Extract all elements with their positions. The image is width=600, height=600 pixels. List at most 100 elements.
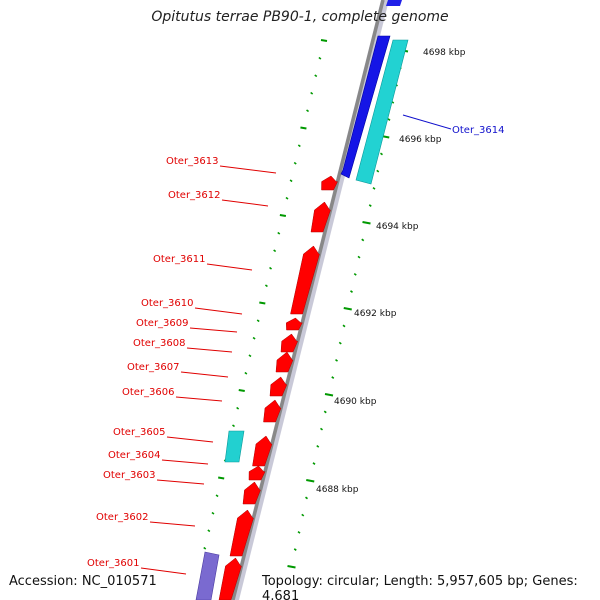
outer-tick (314, 74, 318, 78)
inner-tick (350, 290, 353, 293)
outer-tick (300, 126, 307, 130)
gene-arrow (242, 481, 261, 505)
kbp-label: 4688 kbp (316, 485, 359, 495)
gene-label[interactable]: Oter_3604 (108, 450, 161, 461)
gene-arrow (218, 557, 242, 600)
outer-tick (256, 319, 260, 323)
gene-arrow (290, 245, 320, 315)
gene-labels: Oter_3613 Oter_3612 Oter_3611 Oter_3610 Oter… (87, 156, 221, 569)
gene-label[interactable]: Oter_3612 (168, 190, 221, 201)
outer-tick (252, 336, 256, 340)
outer-tick (289, 179, 293, 183)
inner-tick (301, 513, 305, 517)
inner-tick (323, 410, 327, 414)
gene-arrow (275, 351, 294, 373)
inner-tick (343, 307, 352, 311)
gene-label[interactable]: Oter_3605 (113, 427, 166, 438)
outer-tick (211, 511, 215, 515)
kbp-label: 4694 kbp (376, 222, 419, 232)
topology-text: Topology: circular; Length: 5,957,605 bp… (262, 574, 578, 600)
inner-tick (331, 376, 335, 379)
gene-arrow (229, 509, 254, 557)
inner-tick (297, 530, 301, 534)
outer-tick (318, 56, 322, 60)
outer-tick (273, 249, 277, 253)
gene-arrow (321, 175, 339, 191)
map-title: Opitutus terrae PB90-1, complete genome (151, 9, 449, 25)
gene-label[interactable]: Oter_3610 (141, 298, 194, 309)
gene-arrow (263, 399, 282, 423)
outer-tick (310, 91, 314, 95)
backbone-line (231, 0, 385, 600)
outer-tick (236, 406, 240, 410)
gene-arrow (286, 317, 303, 331)
outer-tick (215, 494, 219, 498)
gene-oter-3614 (355, 39, 409, 185)
outer-tick (218, 476, 225, 480)
gene-label[interactable]: Oter_3603 (103, 470, 156, 481)
outer-tick (306, 109, 310, 113)
gene-label[interactable]: Oter_3606 (122, 387, 175, 398)
inner-tick (387, 118, 391, 121)
label-leader-line (194, 307, 243, 315)
inner-tick (342, 324, 346, 328)
inner-tick (380, 152, 383, 156)
outer-tick (203, 546, 207, 550)
inner-tick (338, 341, 342, 345)
label-leader-line (166, 436, 214, 443)
inner-tick (372, 186, 376, 190)
gene-label[interactable]: Oter_3609 (136, 318, 189, 329)
gene-label[interactable]: Oter_3613 (166, 156, 219, 167)
accession-text: Accession: NC_010571 (9, 574, 157, 589)
gene-label[interactable]: Oter_3602 (96, 512, 149, 523)
kbp-labels: 4698 kbp 4696 kbp 4694 kbp 4692 kbp 4690 kbp… (316, 48, 466, 495)
kbp-label: 4690 kbp (334, 397, 377, 407)
label-leader-line (140, 567, 187, 575)
label-leader-line (175, 396, 223, 402)
outer-tick (232, 424, 236, 428)
inner-tick (335, 358, 338, 362)
reverse-gene-top (386, 0, 402, 6)
inner-tick (353, 272, 357, 276)
gene-label-oter-3614[interactable]: Oter_3614 (452, 125, 505, 136)
inner-tick (312, 462, 316, 465)
outer-tick (244, 371, 248, 375)
inner-tick (362, 221, 371, 225)
gene-label[interactable]: Oter_3611 (153, 254, 206, 265)
inner-tick (316, 444, 320, 448)
gene-arrow (248, 465, 266, 481)
inner-tick (320, 427, 323, 431)
inner-tick (357, 255, 361, 259)
label-leader-line (149, 521, 196, 527)
outer-tick (238, 389, 245, 392)
outer-tick (264, 284, 268, 288)
label-leader-line (180, 371, 229, 378)
outer-tick (320, 39, 328, 42)
gene-arrow (269, 376, 288, 397)
kbp-label: 4692 kbp (354, 309, 397, 319)
outer-tick (207, 529, 211, 533)
gene-oter-3605 (224, 430, 245, 463)
label-leader-line (189, 327, 238, 333)
gene-label[interactable]: Oter_3601 (87, 558, 140, 569)
outer-tick (248, 354, 252, 358)
inner-tick (306, 479, 315, 483)
inner-tick (368, 204, 372, 207)
kbp-label: 4698 kbp (423, 48, 466, 58)
gene-arrow (280, 333, 299, 353)
label-leader-line (161, 459, 209, 465)
label-leader-lines (140, 165, 277, 575)
outer-tick (293, 161, 297, 165)
outer-tick (279, 214, 287, 217)
leader-oter-3614 (402, 114, 452, 130)
label-leader-line (221, 199, 269, 207)
gene-label[interactable]: Oter_3607 (127, 362, 180, 373)
outer-tick (269, 266, 273, 270)
inner-tick (305, 496, 308, 500)
label-leader-line (156, 479, 205, 485)
inner-tick (361, 238, 365, 242)
gene-label[interactable]: Oter_3608 (133, 338, 186, 349)
gene-arrow (310, 201, 331, 233)
outer-tick (259, 301, 266, 305)
